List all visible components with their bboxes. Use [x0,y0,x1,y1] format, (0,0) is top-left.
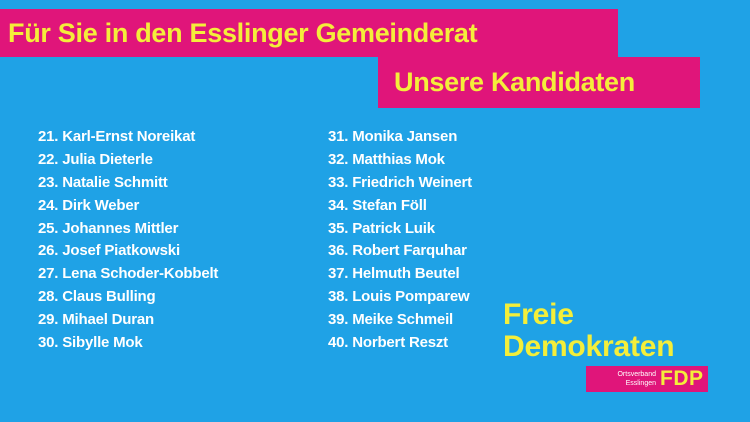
candidate-item: 28. Claus Bulling [38,288,156,306]
logo-ortsverband-city: Esslingen [625,380,656,387]
logo-fdp-mark: FDP [660,367,704,390]
logo-line-freie: Freie [503,298,574,331]
logo-ortsverband: Ortsverband Esslingen [592,370,656,388]
candidate-item: 33. Friedrich Weinert [328,173,472,191]
candidate-item: 23. Natalie Schmitt [38,173,168,191]
candidate-item: 37. Helmuth Beutel [328,265,460,283]
candidate-item: 34. Stefan Föll [328,196,427,214]
candidate-item: 39. Meike Schmeil [328,311,454,329]
candidate-item: 27. Lena Schoder-Kobbelt [38,265,219,283]
candidate-item: 29. Mihael Duran [38,311,155,329]
candidate-item: 35. Patrick Luik [328,219,435,237]
logo-party-box: Ortsverband Esslingen FDP [586,366,708,392]
logo-line-demokraten: Demokraten [503,330,675,363]
candidate-list-left: 21. Karl-Ernst Noreikat 22. Julia Dieter… [38,126,218,355]
title-banner: Für Sie in den Esslinger Gemeinderat [0,9,618,57]
candidate-item: 24. Dirk Weber [38,196,140,214]
candidate-item: 38. Louis Pomparew [328,288,470,306]
candidate-item: 40. Norbert Reszt [328,334,448,352]
logo-ortsverband-label: Ortsverband [617,371,656,378]
fdp-logo: Freie Demokraten Ortsverband Esslingen F… [503,299,715,399]
candidate-item: 25. Johannes Mittler [38,219,179,237]
candidate-item: 31. Monika Jansen [328,128,458,145]
candidate-item: 21. Karl-Ernst Noreikat [38,128,196,145]
candidate-item: 26. Josef Piatkowski [38,242,180,260]
candidate-item: 30. Sibylle Mok [38,334,143,352]
subtitle-banner: Unsere Kandidaten [378,57,700,108]
candidate-item: 22. Julia Dieterle [38,150,153,168]
candidate-item: 36. Robert Farquhar [328,242,467,260]
candidate-list-right: 31. Monika Jansen 32. Matthias Mok 33. F… [328,126,472,355]
candidate-item: 32. Matthias Mok [328,150,445,168]
